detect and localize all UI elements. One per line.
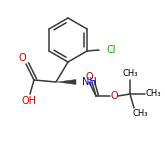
Text: O: O [110, 91, 118, 101]
Polygon shape [57, 80, 76, 85]
Text: CH₃: CH₃ [145, 89, 161, 99]
Text: CH₃: CH₃ [132, 110, 148, 119]
Text: NH: NH [82, 77, 97, 87]
Text: Cl: Cl [106, 45, 115, 55]
Text: O: O [85, 72, 93, 82]
Text: OH: OH [21, 96, 36, 106]
Text: CH₃: CH₃ [122, 69, 138, 79]
Text: O: O [18, 53, 26, 63]
